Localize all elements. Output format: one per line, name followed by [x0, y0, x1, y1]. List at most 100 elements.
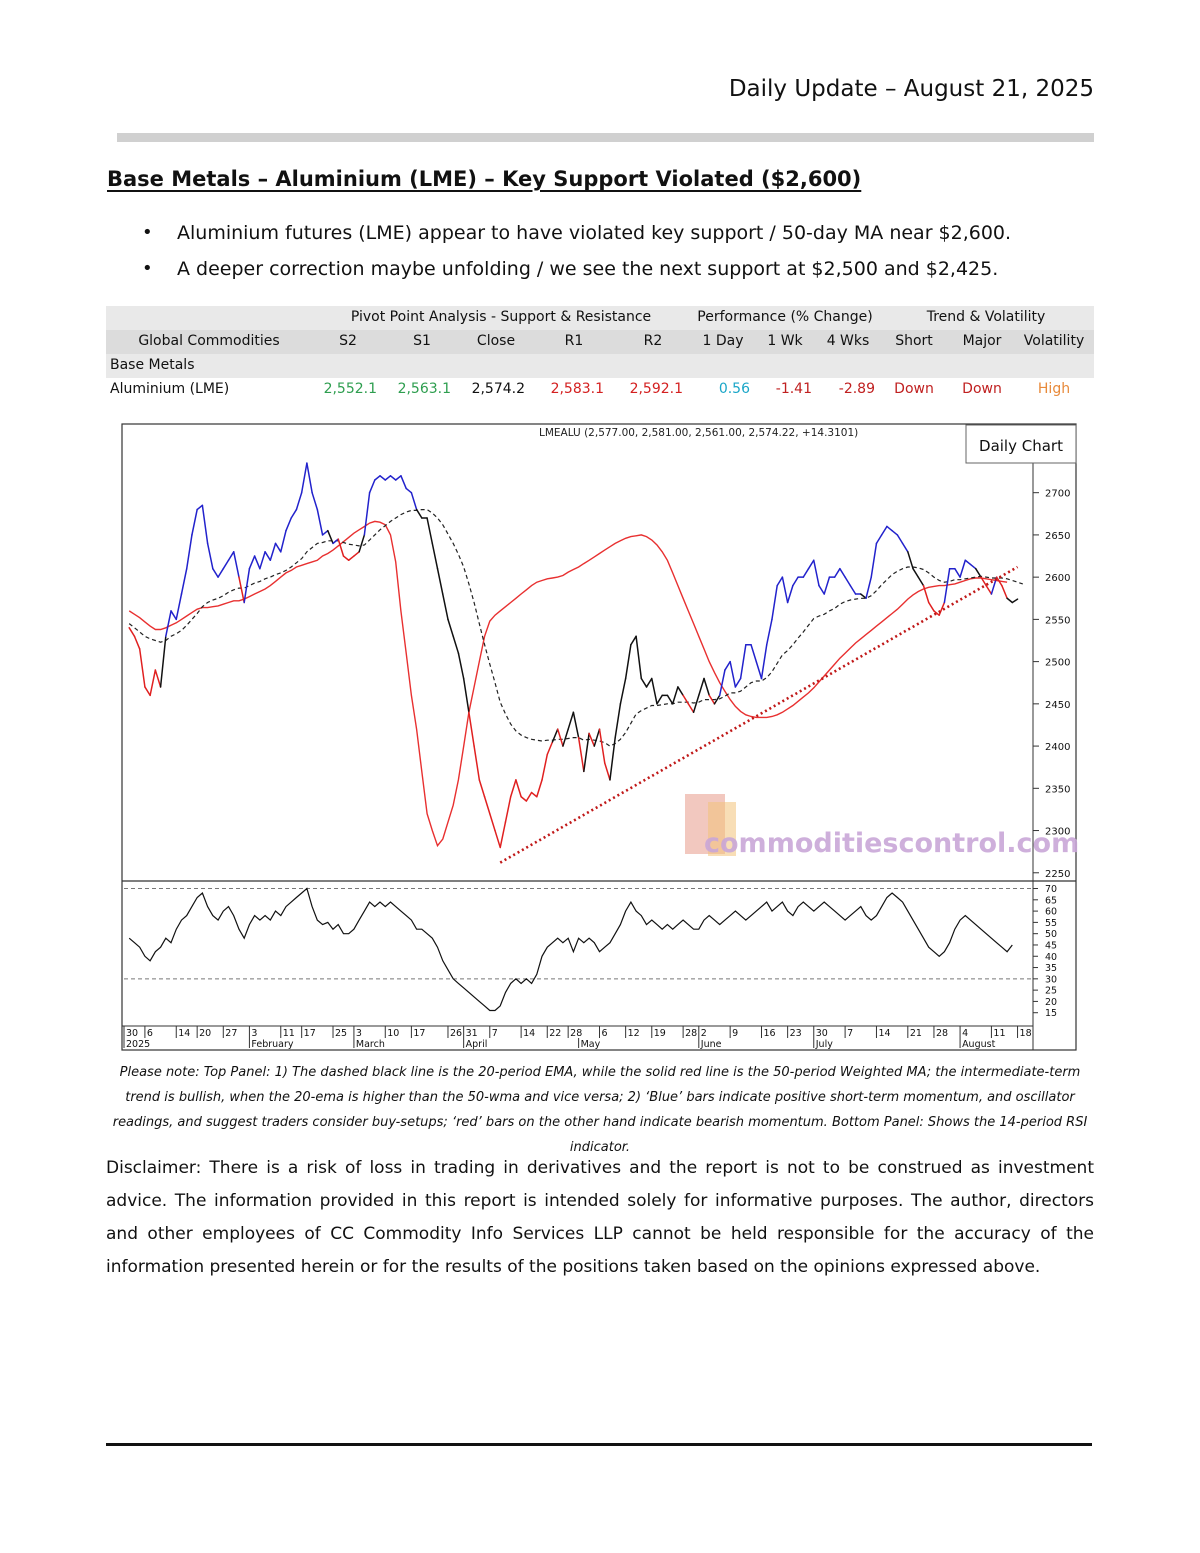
price-segment — [938, 601, 946, 616]
x-tick-label: 30 — [126, 1028, 138, 1039]
x-tick-label: 10 — [387, 1028, 399, 1039]
trend-group-header: Trend & Volatility — [926, 309, 1046, 325]
price-segment — [389, 475, 397, 481]
rsi-tick-label: 50 — [1045, 929, 1057, 940]
price-segment — [583, 732, 590, 773]
rsi-tick-label: 35 — [1045, 963, 1057, 974]
x-tick-label: 3 — [356, 1028, 362, 1039]
price-segment — [384, 475, 392, 481]
col-header-1day: 1 Day — [702, 333, 744, 349]
price-segment — [509, 779, 517, 798]
price-segment — [546, 741, 554, 756]
price-segment — [692, 694, 700, 714]
price-segment — [985, 584, 993, 595]
chart-canvas: commoditiescontrol.com LMEALU (2,577.00,… — [121, 423, 1079, 1051]
price-segment — [880, 525, 888, 536]
price-segment — [577, 736, 585, 773]
cell-commodity: Aluminium (LME) — [110, 381, 230, 397]
price-segment — [321, 529, 329, 536]
col-header-r2: R2 — [643, 333, 663, 349]
price-segment — [891, 529, 899, 536]
price-segment — [640, 677, 648, 688]
x-month-label: April — [466, 1039, 488, 1050]
x-month-label: March — [356, 1039, 385, 1050]
price-segment — [363, 491, 371, 536]
cell-r2: 2,592.1 — [629, 381, 683, 397]
cell-4wks: -2.89 — [838, 381, 875, 397]
x-tick-label: 7 — [492, 1028, 498, 1039]
col-header-r1: R1 — [564, 333, 584, 349]
price-segment — [807, 559, 815, 570]
price-segment — [1001, 584, 1008, 600]
x-tick-label: 25 — [335, 1028, 347, 1039]
col-header-s1: S1 — [413, 333, 431, 349]
rsi-tick-label: 70 — [1045, 884, 1057, 895]
price-segment — [316, 508, 324, 536]
y-tick-label: 2250 — [1045, 869, 1070, 880]
price-segment — [442, 593, 449, 621]
price-segment — [771, 584, 778, 621]
price-segment — [499, 821, 507, 849]
col-header-commodity: Global Commodities — [138, 333, 280, 349]
price-segment — [562, 728, 569, 747]
price-segment — [870, 542, 878, 578]
x-tick-label: 26 — [450, 1028, 462, 1039]
price-segment — [133, 635, 141, 650]
price-segment — [896, 534, 904, 545]
chart-note: Please note: Top Panel: 1) The dashed bl… — [112, 1065, 1088, 1155]
x-tick-label: 18 — [1020, 1028, 1032, 1039]
table-group-header-row: Pivot Point Analysis - Support & Resista… — [106, 306, 1094, 330]
price-segment — [144, 686, 151, 697]
bullet-text: Aluminium futures (LME) appear to have v… — [177, 222, 1012, 244]
key-points-list: • Aluminium futures (LME) appear to have … — [140, 222, 1011, 294]
x-tick-label: 3 — [251, 1028, 257, 1039]
price-segment — [170, 610, 178, 621]
price-segment — [180, 567, 188, 595]
x-tick-label: 17 — [304, 1028, 316, 1039]
price-segment — [347, 555, 355, 562]
price-segment — [974, 567, 982, 578]
chart-frame — [121, 423, 1077, 1051]
price-segment — [274, 542, 282, 553]
price-segment — [603, 762, 611, 781]
price-segment — [368, 479, 376, 494]
rsi-tick-label: 20 — [1045, 997, 1057, 1008]
price-segment — [415, 508, 423, 519]
y-tick-label: 2650 — [1045, 531, 1070, 542]
price-segment — [933, 610, 940, 616]
col-header-close: Close — [476, 333, 516, 349]
header-divider — [117, 133, 1094, 142]
price-segment — [374, 475, 381, 481]
price-segment — [755, 660, 763, 680]
watermark-icon-accent — [708, 802, 736, 856]
cell-r1: 2,583.1 — [550, 381, 604, 397]
price-segment — [541, 753, 549, 781]
price-segment — [980, 576, 987, 587]
x-tick-label: 28 — [936, 1028, 948, 1039]
price-segment — [922, 584, 930, 604]
x-tick-label: 21 — [910, 1028, 922, 1039]
y-tick-label: 2550 — [1045, 615, 1070, 626]
price-segment — [551, 728, 559, 743]
price-segment — [849, 584, 857, 595]
rsi-tick-label: 60 — [1045, 907, 1057, 918]
x-tick-label: 22 — [549, 1028, 561, 1039]
price-segment — [624, 643, 632, 680]
price-segment — [201, 504, 209, 545]
x-tick-label: 30 — [816, 1028, 828, 1039]
price-segment — [515, 779, 522, 798]
price-segment — [327, 529, 334, 545]
price-segment — [875, 534, 883, 545]
price-segment — [792, 576, 799, 587]
price-segment — [525, 791, 533, 802]
x-month-label: August — [962, 1039, 996, 1050]
x-month-label: July — [815, 1039, 833, 1050]
price-segment — [217, 567, 225, 578]
price-segment — [656, 694, 663, 705]
price-segment — [269, 542, 277, 562]
rsi-tick-label: 15 — [1045, 1008, 1057, 1019]
price-segment — [818, 584, 825, 595]
x-tick-label: 11 — [993, 1028, 1005, 1039]
bullet-text: A deeper correction maybe unfolding / we… — [177, 258, 999, 280]
x-tick-label: 14 — [178, 1028, 190, 1039]
